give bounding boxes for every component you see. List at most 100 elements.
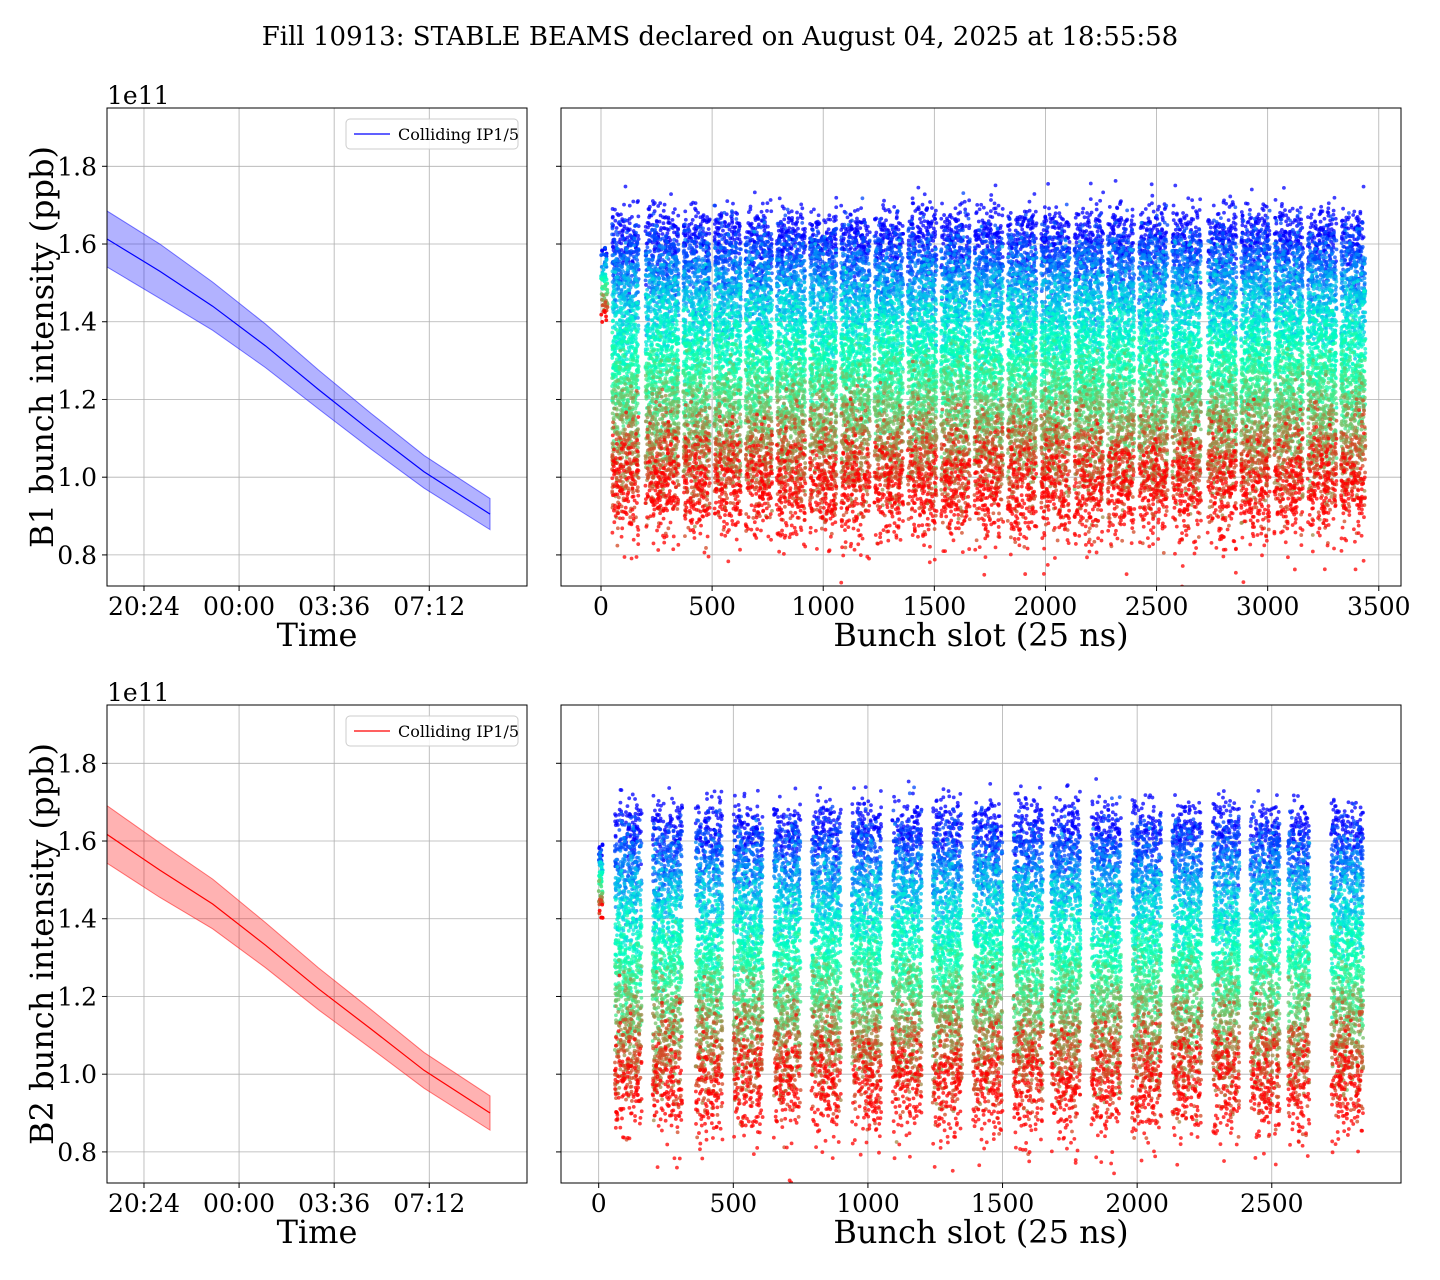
bunch-point bbox=[632, 495, 636, 499]
bunch-point bbox=[653, 361, 657, 365]
bunch-point bbox=[655, 492, 659, 496]
bunch-point bbox=[672, 278, 676, 282]
bunch-point bbox=[650, 357, 654, 361]
bunch-point bbox=[618, 268, 622, 272]
panel-b1-time: Colliding IP1/520:24 00:00 03:36 07:12Time0… bbox=[23, 81, 527, 654]
bunch-point bbox=[660, 387, 664, 391]
legend-label: Colliding IP1/5 bbox=[398, 125, 519, 144]
bunch-point bbox=[620, 257, 624, 261]
bunch-point bbox=[660, 268, 664, 272]
bunch-point bbox=[671, 474, 675, 478]
bunch-point bbox=[659, 214, 663, 218]
bunch-point bbox=[622, 236, 626, 240]
bunch-point bbox=[612, 416, 616, 420]
bunch-point bbox=[659, 335, 663, 339]
bunch-point bbox=[625, 261, 629, 265]
bunch-point bbox=[646, 232, 650, 236]
bunch-point bbox=[615, 304, 619, 308]
bunch-point bbox=[610, 531, 614, 535]
bunch-point bbox=[644, 484, 648, 488]
bunch-point bbox=[646, 295, 650, 299]
bunch-point bbox=[618, 361, 622, 365]
bunch-point bbox=[613, 219, 617, 223]
bunch-point bbox=[626, 257, 630, 261]
x-tick-label: 07:12 bbox=[393, 592, 465, 621]
bunch-point bbox=[657, 387, 661, 391]
bunch-point bbox=[682, 243, 686, 247]
bunch-point bbox=[636, 215, 640, 219]
axes-frame bbox=[107, 108, 527, 586]
bunch-point bbox=[612, 284, 616, 288]
bunch-point bbox=[615, 226, 619, 230]
bunch-point bbox=[626, 236, 630, 240]
bunch-point bbox=[633, 224, 637, 228]
bunch-point bbox=[693, 265, 697, 269]
bunch-point bbox=[646, 406, 650, 410]
bunch-point bbox=[672, 238, 676, 242]
bunch-point bbox=[653, 245, 657, 249]
bunch-point bbox=[625, 340, 629, 344]
bunch-point bbox=[622, 254, 626, 258]
bunch-point bbox=[655, 224, 659, 228]
bunch-point bbox=[645, 365, 649, 369]
bunch-point bbox=[657, 276, 661, 280]
bunch-point bbox=[668, 394, 672, 398]
bunch-point bbox=[627, 324, 631, 328]
bunch-point bbox=[634, 328, 638, 332]
bunch-point bbox=[611, 207, 615, 211]
bunch-point bbox=[628, 294, 632, 298]
bunch-point bbox=[657, 281, 661, 285]
bunch-point bbox=[682, 229, 686, 233]
bunch-point bbox=[667, 334, 671, 338]
bunch-point bbox=[645, 473, 649, 477]
bunch-point bbox=[633, 435, 637, 439]
bunch-point bbox=[675, 426, 679, 430]
bunch-point bbox=[650, 295, 654, 299]
bunch-point bbox=[660, 395, 664, 399]
bunch-point bbox=[637, 476, 641, 480]
bunch-point bbox=[616, 275, 620, 279]
bunch-point bbox=[673, 207, 677, 211]
bunch-point bbox=[631, 340, 635, 344]
bunch-point bbox=[672, 357, 676, 361]
bunch-point bbox=[677, 288, 681, 292]
bunch-point bbox=[615, 379, 619, 383]
bunch-point bbox=[644, 455, 648, 459]
bunch-point bbox=[655, 220, 659, 224]
bunch-point bbox=[652, 238, 656, 242]
bunch-point bbox=[619, 212, 623, 216]
bunch-point bbox=[619, 476, 623, 480]
bunch-point bbox=[631, 490, 635, 494]
bunch-point bbox=[684, 260, 688, 264]
bunch-point bbox=[618, 295, 622, 299]
bunch-point bbox=[677, 261, 681, 265]
bunch-point bbox=[622, 377, 626, 381]
bunch-point bbox=[634, 231, 638, 235]
bunch-point bbox=[646, 416, 650, 420]
bunch-point bbox=[624, 506, 628, 510]
bunch-point bbox=[669, 442, 673, 446]
bunch-point bbox=[677, 248, 681, 252]
bunch-point bbox=[655, 470, 659, 474]
bunch-point bbox=[690, 222, 694, 226]
bunch-point bbox=[614, 461, 618, 465]
bunch-point bbox=[661, 472, 665, 476]
bunch-point bbox=[617, 506, 621, 510]
bunch-point bbox=[667, 420, 671, 424]
bunch-point bbox=[615, 544, 619, 548]
bunch-point bbox=[624, 241, 628, 245]
bunch-point bbox=[677, 293, 681, 297]
bunch-point bbox=[623, 555, 627, 559]
bunch-point bbox=[658, 511, 662, 515]
bunch-point bbox=[631, 373, 635, 377]
bunch-point bbox=[683, 238, 687, 242]
bunch-point bbox=[648, 489, 652, 493]
bunch-point bbox=[676, 375, 680, 379]
bunch-point bbox=[633, 272, 637, 276]
bunch-point bbox=[620, 340, 624, 344]
bunch-point bbox=[633, 250, 637, 254]
bunch-point bbox=[690, 246, 694, 250]
bunch-point bbox=[632, 538, 636, 542]
bunch-point bbox=[623, 297, 627, 301]
bunch-point bbox=[619, 337, 623, 341]
